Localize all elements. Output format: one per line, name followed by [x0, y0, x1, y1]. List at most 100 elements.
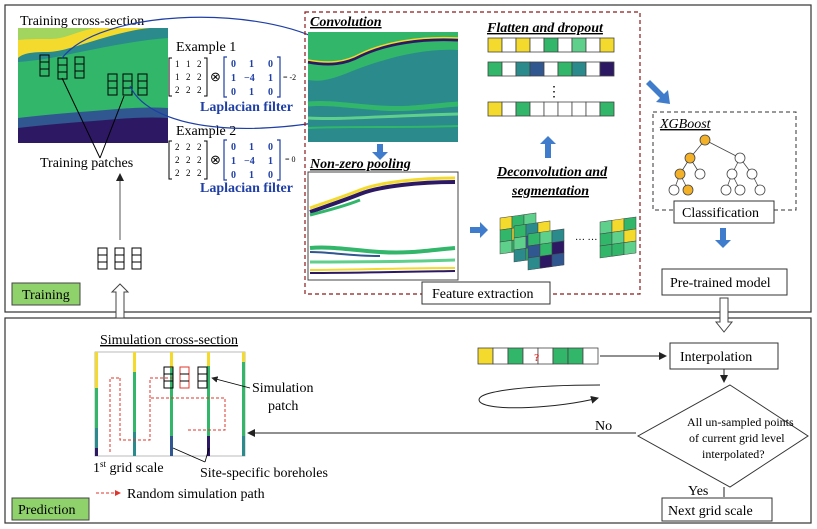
simulation-vector: [477, 347, 599, 365]
convolution-image: [307, 32, 459, 142]
m1-cell: 2: [186, 85, 191, 95]
m2-cell: 2: [175, 142, 180, 152]
no-label: No: [595, 419, 612, 434]
m2-cell: 2: [175, 155, 180, 165]
decision-tree-icon: [668, 134, 766, 196]
m2-cell: 2: [197, 155, 202, 165]
m2-cell: 2: [175, 168, 180, 178]
convolution-title: Convolution: [310, 15, 382, 30]
pooling-image: [307, 171, 459, 281]
lap-cell: 1: [231, 156, 236, 167]
pool-to-deconv-arrow: [470, 222, 488, 238]
classification-to-model-arrow: [715, 228, 731, 248]
training-cross-section-image: [18, 28, 168, 143]
lap-cell: 0: [268, 59, 273, 70]
example2-result: = 0: [285, 155, 296, 164]
unknown-cell-mark: ?: [534, 352, 540, 364]
conv-to-pool-arrow: [372, 144, 388, 160]
otimes-symbol-2: ⊗: [210, 152, 221, 167]
lap-cell: 0: [231, 59, 236, 70]
flatten-vector-3: [487, 101, 615, 117]
prediction-panel: [4, 317, 812, 524]
training-patches-label: Training patches: [40, 156, 133, 171]
sim-patch-label-1: Simulation: [252, 381, 313, 396]
laplacian-filter-label-1: Laplacian filter: [200, 100, 293, 115]
training-cross-section-title: Training cross-section: [20, 14, 144, 29]
feature-extraction-label-box: [421, 281, 551, 305]
training-panel: [4, 4, 812, 313]
lap-cell: 0: [231, 170, 236, 181]
decision-text-1: All un-sampled points: [687, 415, 794, 429]
m1-cell: 2: [186, 72, 191, 82]
borehole-pointers: [172, 447, 210, 463]
loop-arrow: [478, 384, 601, 409]
lap-cell: 0: [231, 142, 236, 153]
otimes-symbol-1: ⊗: [210, 69, 221, 84]
flatten-vector-1: [487, 37, 615, 53]
deconv-ellipsis: … …: [575, 232, 598, 243]
m2-cell: 2: [186, 155, 191, 165]
classification-box: [673, 200, 775, 224]
boreholes-label: Site-specific boreholes: [200, 466, 328, 481]
patches-icon: [97, 247, 142, 270]
m2-cell: 2: [197, 168, 202, 178]
deconv-title-2: segmentation: [511, 184, 589, 199]
flatten-ellipsis: ⋮: [547, 85, 561, 100]
lap-cell: 0: [268, 170, 273, 181]
patch-pointer-lines: [61, 77, 125, 159]
laplacian-filter-label-2: Laplacian filter: [200, 181, 293, 196]
lap-cell: 1: [268, 73, 273, 84]
grid-scale-sup: st: [100, 459, 107, 469]
flatten-title: Flatten and dropout: [486, 21, 604, 36]
hollow-down-arrow: [714, 297, 734, 333]
m1-cell: 1: [175, 59, 180, 69]
random-path-label: Random simulation path: [127, 487, 265, 502]
lap-cell: 1: [249, 59, 254, 70]
sim-patch-label-2: patch: [268, 399, 298, 414]
simulation-grid: [94, 351, 246, 457]
deconv-title-1: Deconvolution and: [496, 165, 608, 180]
lap-cell: 1: [249, 87, 254, 98]
connector-curve-1: [61, 16, 322, 59]
example1-label: Example 1: [176, 40, 236, 55]
pooling-title: Non-zero pooling: [309, 157, 411, 172]
grid-scale-suffix: grid scale: [106, 461, 164, 476]
m1-cell: 2: [175, 85, 180, 95]
lap-cell: 1: [268, 156, 273, 167]
m2-cell: 2: [197, 142, 202, 152]
next-grid-label: Next grid scale: [668, 504, 753, 519]
training-stage-label: Training: [22, 288, 70, 303]
random-path-lines: [109, 377, 226, 452]
lap-cell: 0: [268, 87, 273, 98]
m1-cell: 1: [175, 72, 180, 82]
lap-cell: −4: [244, 156, 255, 167]
training-patch-group-2: [107, 73, 148, 96]
grid-scale-label: 1st grid scale: [93, 459, 164, 476]
feature-extraction-label: Feature extraction: [432, 287, 533, 302]
prediction-stage-label: Prediction: [18, 503, 76, 518]
example1-input-matrix: 1 1 2 1 2 2 2 2 2: [168, 57, 208, 97]
prediction-stage-badge: [11, 497, 90, 521]
decision-diamond: [636, 384, 809, 488]
lap-cell: 0: [268, 142, 273, 153]
sim-patch-pointer: [211, 376, 251, 389]
yes-label: Yes: [688, 484, 708, 499]
hollow-up-arrow: [110, 283, 130, 319]
next-grid-box: [661, 497, 773, 522]
example2-input-matrix: 2 2 2 2 2 2 2 2 2: [168, 140, 208, 180]
training-stage-badge: [11, 282, 81, 306]
grid-scale-number: 1: [93, 461, 100, 476]
deconv-patch-stack: [499, 212, 565, 271]
flatten-to-xgboost-arrow: [646, 80, 670, 104]
simulation-cross-section-title: Simulation cross-section: [100, 333, 238, 348]
simulation-patches: [163, 366, 208, 389]
pretrained-model-box: [661, 268, 788, 296]
decision-text-2: of current grid level: [689, 431, 785, 445]
lap-cell: 1: [249, 142, 254, 153]
m2-cell: 2: [186, 142, 191, 152]
m1-cell: 2: [197, 72, 202, 82]
m2-cell: 2: [186, 168, 191, 178]
lap-cell: 1: [231, 73, 236, 84]
deconv-patch-single: [599, 216, 637, 259]
